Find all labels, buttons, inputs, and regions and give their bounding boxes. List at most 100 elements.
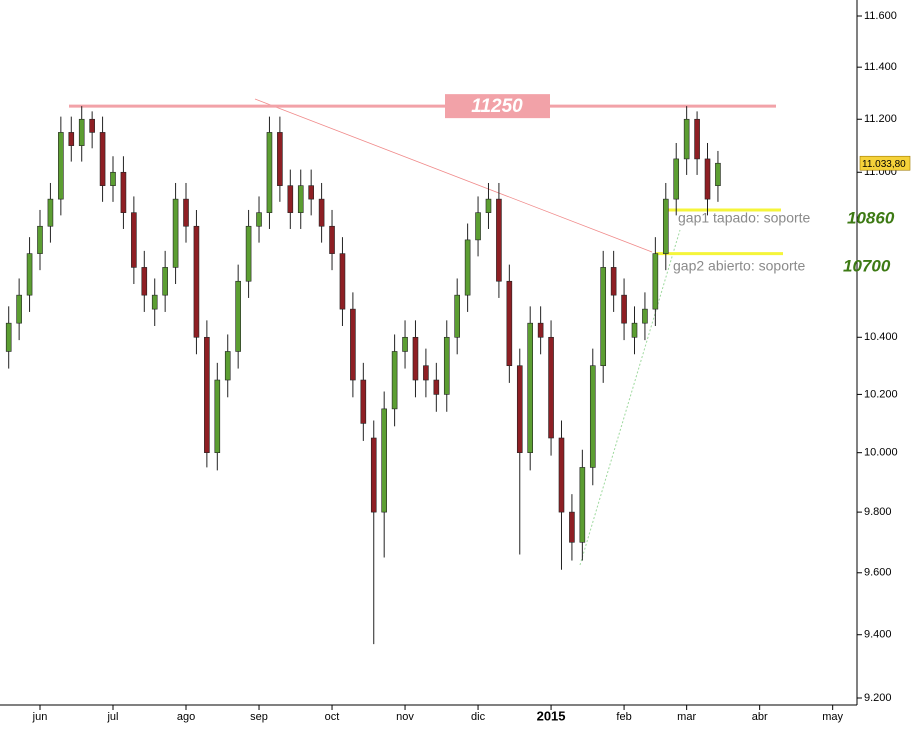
candle-body [224,351,231,381]
candle-body [131,212,137,268]
candle-body [381,408,387,513]
level-value: 10700 [843,256,891,275]
candle-body [141,267,148,296]
candle-body [391,351,398,410]
x-tick-label: jun [32,711,48,723]
candle-body [287,185,294,213]
candle-body [704,158,711,200]
candle-body [715,162,721,186]
candle-body [683,118,690,160]
candle-body [68,132,75,146]
x-tick-label: dic [471,711,486,723]
candle-body [339,253,346,310]
y-tick-label: 11.600 [864,10,897,22]
y-tick-label: 10.000 [864,447,898,459]
level-value: 10860 [847,208,895,227]
candle-body [172,198,179,268]
candle-body [475,212,481,241]
candle-body [485,198,492,213]
candle-body [162,267,168,296]
candle-body [662,198,669,254]
candle-body [443,336,450,395]
y-tick-label: 11.400 [864,61,897,73]
level-text: gap2 abierto: soporte [673,258,806,274]
candle-body [297,185,304,213]
candle-body [412,336,419,381]
candle-body [642,308,648,324]
x-tick-label: jul [106,711,118,723]
candle-body [214,379,221,453]
candle-body [329,225,335,254]
y-tick-label: 9.800 [864,506,892,518]
candle-body [402,336,408,352]
candle-body [516,365,523,453]
y-tick-label: 10.400 [864,331,898,343]
candle-body [600,267,607,367]
candle-body [579,467,586,543]
candle-body [537,322,544,338]
candle-body [256,212,262,227]
candle-body [610,267,617,296]
candle-body [506,280,513,367]
candle-body [589,365,596,468]
y-tick-label: 10.200 [864,388,898,400]
candle-body [527,322,534,453]
candle-body [5,322,12,352]
y-tick-label: 9.200 [864,692,892,704]
candle-body [266,132,273,213]
candle-body [58,132,64,200]
y-tick-label: 9.600 [864,567,892,579]
candle-body [37,225,43,254]
candle-body [193,225,200,338]
candle-body [548,336,554,439]
candle-body [569,511,575,543]
candle-body [120,171,127,213]
candle-body [423,365,429,381]
x-tick-label: feb [616,711,631,723]
x-tick-label: abr [752,711,768,723]
candle-body [694,118,700,160]
candle-body [78,118,85,146]
x-tick-label: may [822,711,843,723]
trend-line-down [254,98,653,253]
x-tick-label: 2015 [537,708,566,723]
candle-body [454,294,460,338]
x-tick-label: nov [396,711,414,723]
candle-body [204,336,210,453]
last-price-box [859,155,911,171]
candle-body [89,118,95,133]
candle-body [151,294,158,310]
candle-body [308,185,314,200]
candle-body [673,158,680,200]
candle-body [183,198,189,227]
candle-body [245,225,252,282]
x-tick-label: sep [250,711,268,723]
candle-body [350,308,356,381]
x-tick-label: mar [677,711,696,723]
candle-body [621,294,627,324]
x-tick-label: ago [177,711,195,723]
candle-body [631,322,638,338]
candle-body [370,437,377,513]
candle-body [277,132,283,186]
candle-body [558,437,565,513]
level-label-box [445,94,550,119]
candle-body [464,239,471,296]
candle-body [47,198,54,227]
candle-body [496,198,502,282]
candle-body [99,132,106,186]
candle-body [110,171,116,186]
last-price-label: 11.033,80 [862,159,906,170]
level-text: gap1 tapado: soporte [678,210,811,226]
candle-body [235,280,241,352]
candle-body [318,198,325,227]
y-tick-label: 11.200 [864,113,897,125]
x-tick-label: oct [325,711,340,723]
level-label: 11250 [471,96,523,117]
candle-body [433,379,440,395]
candle-body [16,294,22,324]
candle-body [26,253,33,296]
candle-body [360,379,367,424]
